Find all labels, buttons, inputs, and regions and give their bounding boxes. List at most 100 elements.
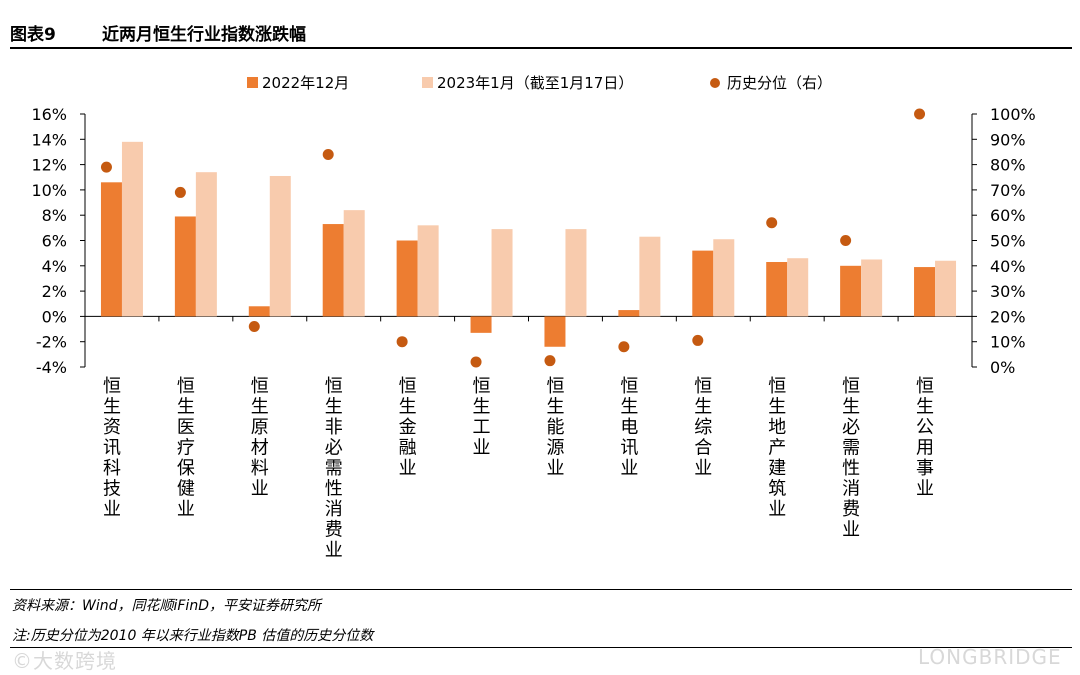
x-category-label-char: 事 bbox=[916, 458, 934, 479]
x-category-label-char: 需 bbox=[842, 438, 860, 459]
x-category-label-char: 生 bbox=[546, 397, 564, 418]
bar bbox=[248, 306, 270, 317]
x-category-label-char: 费 bbox=[325, 520, 343, 541]
legend-label-percentile: 历史分位（右） bbox=[727, 74, 832, 92]
y-tick-label-left: 10% bbox=[31, 181, 67, 200]
legend-swatch-jan bbox=[422, 77, 433, 88]
x-category-label-char: 原 bbox=[251, 417, 269, 438]
x-category-label-char: 业 bbox=[103, 499, 121, 520]
bar bbox=[692, 250, 714, 317]
x-category-label-char: 恒 bbox=[620, 376, 638, 397]
x-category-label-char: 工 bbox=[473, 417, 491, 438]
scatter-point bbox=[470, 356, 482, 368]
bar bbox=[544, 316, 566, 347]
y-tick-label-left: 16% bbox=[31, 105, 67, 124]
x-category-label-char: 保 bbox=[177, 458, 195, 479]
y-tick-label-left: 0% bbox=[42, 307, 67, 326]
x-category-label-char: 恒 bbox=[842, 376, 860, 397]
bar bbox=[195, 172, 217, 317]
x-category-label-char: 恒 bbox=[473, 376, 491, 397]
y-tick-label-right: 40% bbox=[990, 257, 1026, 276]
x-category-label-char: 疗 bbox=[177, 438, 195, 459]
figure-title: 近两月恒生行业指数涨跌幅 bbox=[102, 25, 306, 45]
bar bbox=[713, 239, 735, 317]
y-tick-label-left: 8% bbox=[42, 206, 67, 225]
x-category-label-char: 消 bbox=[325, 499, 343, 520]
x-category-label-char: 业 bbox=[694, 458, 712, 479]
x-category-label-char: 讯 bbox=[103, 438, 121, 459]
y-tick-label-left: 14% bbox=[31, 130, 67, 149]
x-category-label-char: 生 bbox=[325, 397, 343, 418]
x-category-label-char: 综 bbox=[694, 417, 712, 438]
bar bbox=[491, 229, 513, 317]
x-category-label-char: 性 bbox=[325, 479, 343, 500]
x-category-label-char: 建 bbox=[768, 458, 786, 479]
x-category-label-char: 恒 bbox=[916, 376, 934, 397]
x-category-label-char: 生 bbox=[620, 397, 638, 418]
x-category-label-char: 业 bbox=[325, 540, 343, 561]
x-category-label-char: 电 bbox=[620, 417, 638, 438]
bar bbox=[269, 175, 291, 317]
bar bbox=[914, 267, 936, 317]
x-category-label-char: 生 bbox=[916, 397, 934, 418]
bar bbox=[121, 141, 143, 317]
bar bbox=[174, 216, 196, 317]
x-category-label-char: 科 bbox=[103, 458, 121, 479]
scatter-point bbox=[248, 321, 260, 333]
figure-number: 图表9 bbox=[10, 25, 56, 45]
footer-rule bbox=[10, 589, 1072, 590]
bottom-rule bbox=[10, 647, 1072, 648]
x-category-label-char: 生 bbox=[251, 397, 269, 418]
bar bbox=[343, 210, 365, 317]
source-note: 资料来源：Wind，同花顺iFinD，平安证券研究所 bbox=[12, 598, 321, 614]
x-category-label-char: 生 bbox=[842, 397, 860, 418]
scatter-point bbox=[914, 108, 926, 120]
bar bbox=[840, 265, 862, 317]
y-tick-label-right: 0% bbox=[990, 358, 1015, 377]
x-category-label-char: 健 bbox=[177, 479, 195, 500]
x-category-label-char: 恒 bbox=[546, 376, 564, 397]
x-category-label-char: 恒 bbox=[103, 376, 121, 397]
x-category-label-char: 生 bbox=[103, 397, 121, 418]
legend-label-jan: 2023年1月（截至1月17日） bbox=[437, 74, 633, 92]
x-category-label-char: 融 bbox=[399, 438, 417, 459]
bar bbox=[639, 236, 661, 317]
x-category-label-char: 生 bbox=[473, 397, 491, 418]
y-tick-label-left: -2% bbox=[36, 333, 67, 352]
y-tick-label-right: 80% bbox=[990, 156, 1026, 175]
x-category-label-char: 讯 bbox=[620, 438, 638, 459]
y-tick-label-right: 100% bbox=[990, 105, 1036, 124]
x-category-label-char: 恒 bbox=[325, 376, 343, 397]
x-category-label-char: 恒 bbox=[768, 376, 786, 397]
scatter-point bbox=[396, 336, 408, 348]
scatter-point bbox=[766, 217, 778, 229]
scatter-point bbox=[322, 148, 334, 160]
x-category-label-char: 消 bbox=[842, 479, 860, 500]
bar bbox=[100, 182, 122, 317]
figure-header: 图表9 近两月恒生行业指数涨跌幅 bbox=[10, 20, 306, 45]
x-category-label-char: 生 bbox=[694, 397, 712, 418]
y-tick-label-left: 4% bbox=[42, 257, 67, 276]
legend-label-dec: 2022年12月 bbox=[262, 74, 349, 92]
x-category-label-char: 医 bbox=[177, 417, 195, 438]
watermark-left: ©大数跨境 bbox=[12, 649, 117, 673]
y-tick-label-right: 30% bbox=[990, 282, 1026, 301]
x-category-label-char: 恒 bbox=[694, 376, 712, 397]
scatter-point bbox=[174, 186, 186, 198]
legend-marker-percentile bbox=[710, 78, 720, 88]
x-category-label-char: 业 bbox=[251, 479, 269, 500]
bar bbox=[861, 259, 883, 317]
chart-canvas: 16% 14% 12% 10% 8% 6% 4% 2% 0% -2% -4% 100% 90% 80% 70… bbox=[31, 74, 1036, 561]
y-tick-label-left: 2% bbox=[42, 282, 67, 301]
y-tick-label-left: -4% bbox=[36, 358, 67, 377]
x-category-label-char: 业 bbox=[842, 520, 860, 541]
y-tick-label-left: 6% bbox=[42, 232, 67, 251]
x-category-label-char: 地 bbox=[768, 417, 786, 438]
bar bbox=[470, 316, 492, 333]
x-category-label-char: 用 bbox=[916, 438, 934, 459]
scatter-point bbox=[618, 341, 630, 353]
header-rule bbox=[10, 47, 1072, 49]
y-tick-label-right: 10% bbox=[990, 333, 1026, 352]
x-category-label-char: 产 bbox=[768, 438, 786, 459]
x-category-label-char: 料 bbox=[251, 458, 269, 479]
